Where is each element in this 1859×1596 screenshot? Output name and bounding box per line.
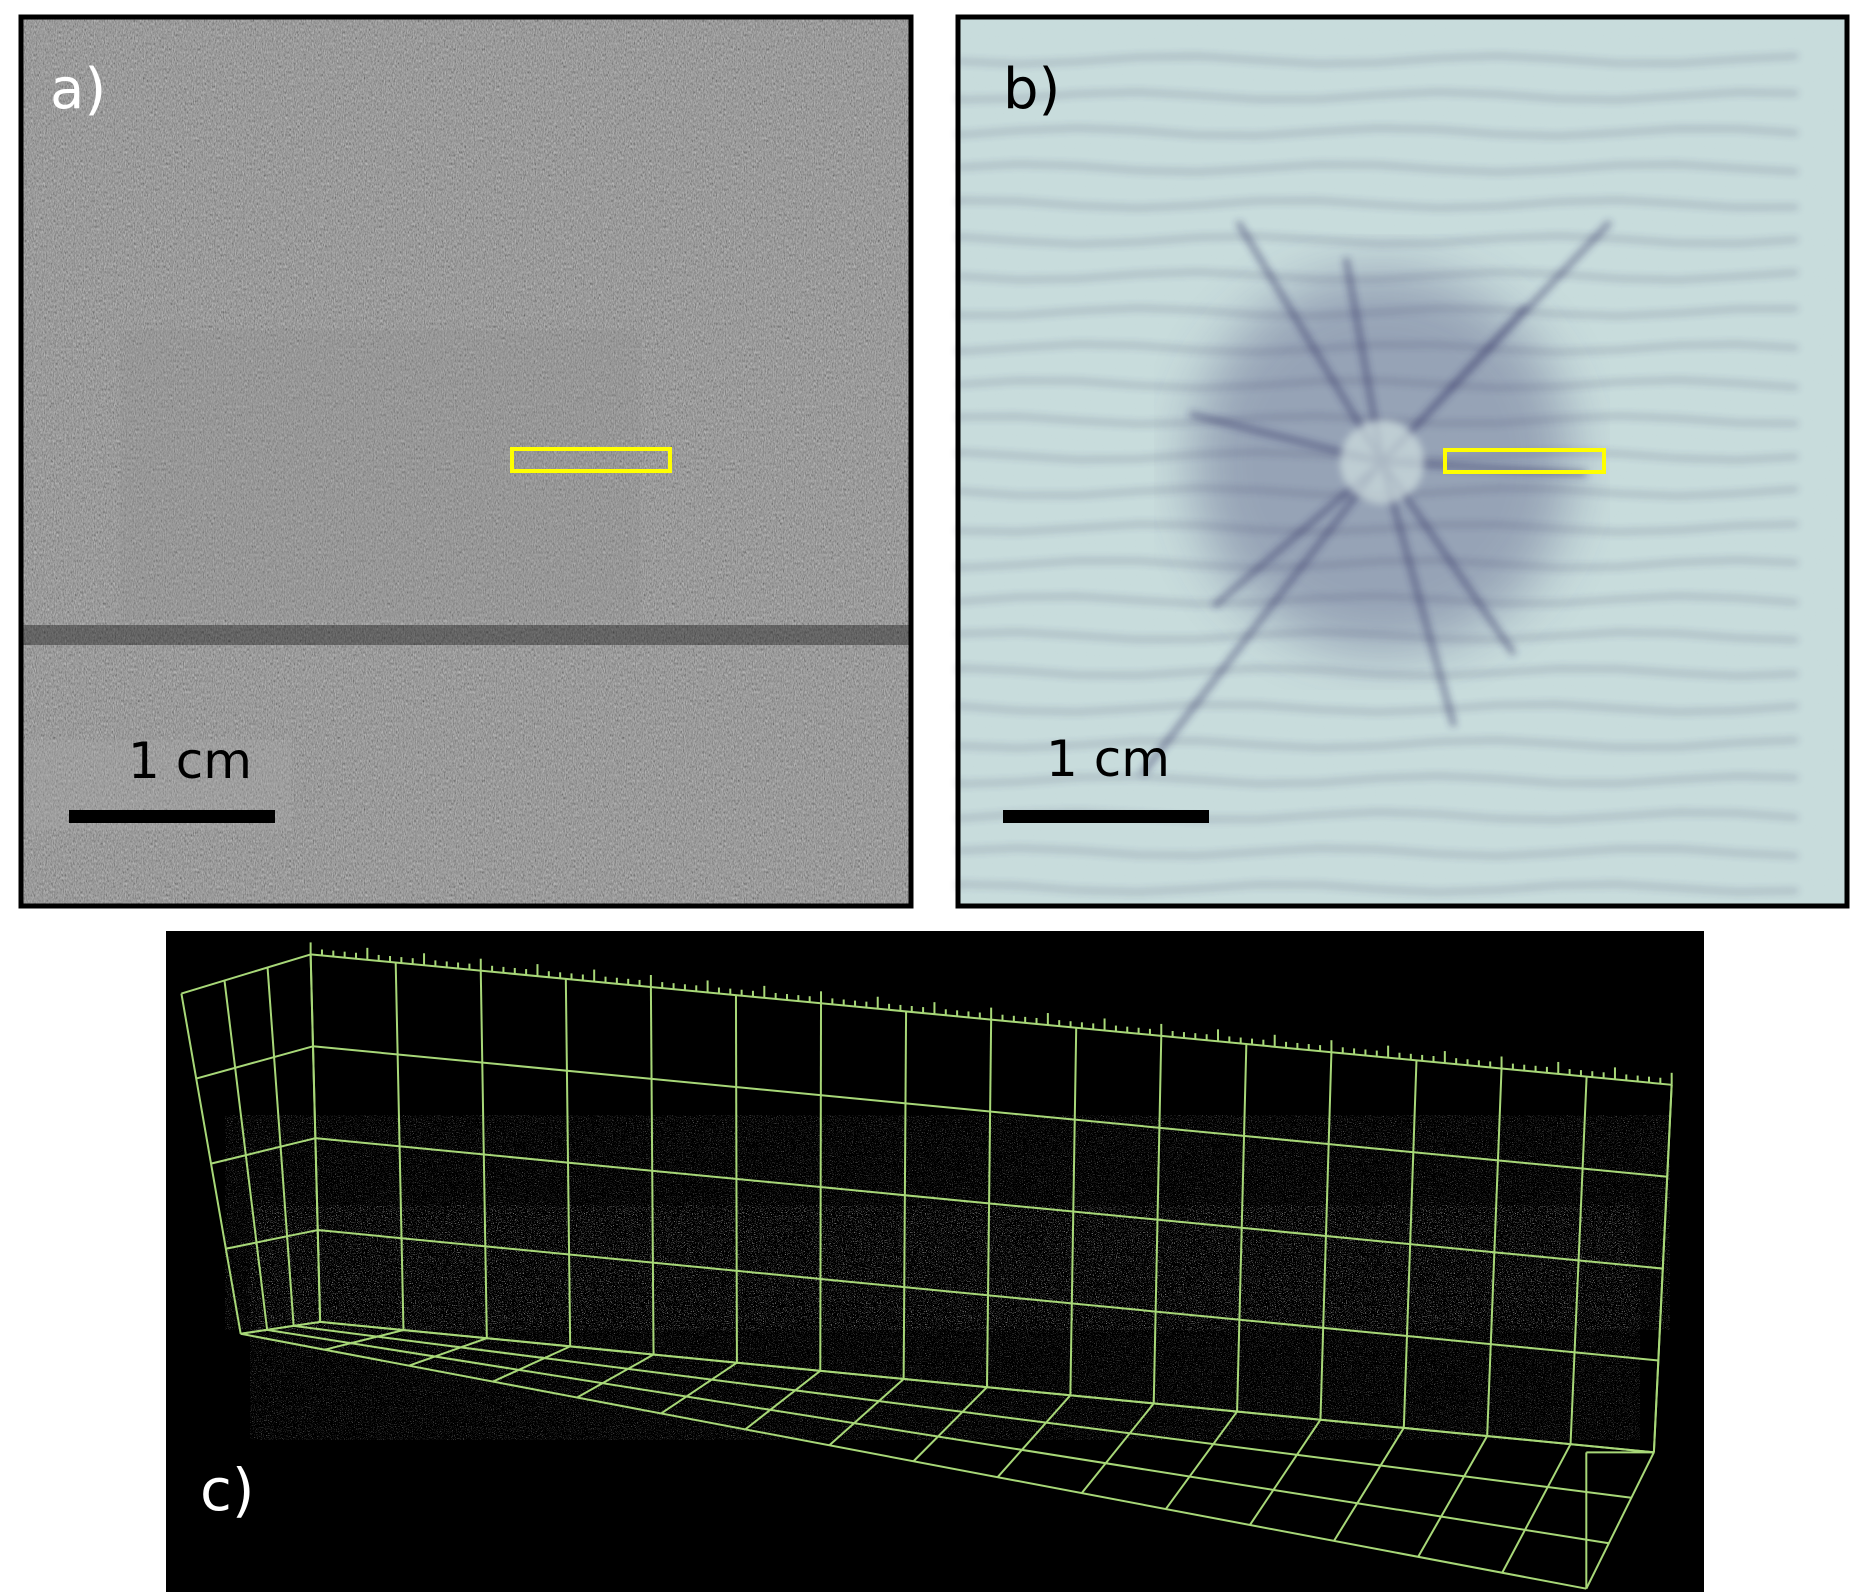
panel-label: a) [50, 57, 106, 122]
grid-line [240, 1332, 1587, 1590]
frame-b [955, 14, 1850, 909]
grid-line [266, 1328, 1609, 1545]
grid-line [225, 1229, 318, 1250]
streak [956, 738, 1799, 750]
streak [956, 198, 1799, 210]
grid-line [240, 1320, 321, 1335]
streak [956, 702, 1799, 714]
panel-label: b) [1003, 57, 1060, 122]
grid-line [576, 1353, 655, 1399]
grid-line [266, 967, 295, 1326]
roi-box [510, 447, 672, 473]
grid-line [1585, 1451, 1655, 1590]
grid-line [309, 954, 322, 1322]
grid-line [324, 1329, 404, 1351]
scale-bar-label: 1 cm [1046, 730, 1170, 788]
grid-line [312, 1045, 1668, 1178]
scale-bar [1003, 810, 1209, 823]
streak [956, 54, 1799, 66]
streak [956, 882, 1799, 894]
fiber-layer [250, 1205, 1640, 1440]
streak [956, 126, 1799, 138]
panel-label: c) [200, 1456, 255, 1524]
panel-c: c) [166, 931, 1704, 1592]
scale-bar-label: 1 cm [128, 732, 252, 790]
grid-line [1164, 1410, 1238, 1510]
grid-line [1080, 1402, 1155, 1494]
grid-line [320, 1320, 1654, 1454]
crack [1379, 461, 1457, 727]
grid-line [660, 1361, 738, 1415]
streak [956, 234, 1799, 246]
grid-line [1333, 1427, 1405, 1542]
streak [956, 774, 1799, 786]
fiber-layer [225, 1115, 1670, 1330]
streak [956, 162, 1799, 174]
grid-line [223, 980, 269, 1330]
image-a-patch [120, 330, 640, 620]
grid-line [828, 1378, 905, 1447]
crack [1235, 220, 1385, 464]
grid-line [181, 953, 311, 995]
grid-line [408, 1337, 488, 1367]
crack [1380, 220, 1612, 464]
grid-line [315, 1137, 1663, 1270]
grid-line [912, 1386, 988, 1462]
grid-line [293, 1324, 1632, 1499]
grid-line [210, 1137, 316, 1165]
scale-bar [69, 810, 275, 823]
panel-a: 1 cm a) [18, 14, 914, 909]
grid-line [996, 1394, 1072, 1478]
streak [956, 666, 1799, 678]
streak [956, 846, 1799, 858]
grid-line [744, 1370, 821, 1431]
grid-line [1652, 1084, 1673, 1453]
impact-center [1340, 420, 1424, 504]
crack [1140, 460, 1384, 776]
grid-line [1501, 1443, 1572, 1574]
grid-line [492, 1345, 571, 1383]
frame-a [18, 14, 914, 909]
streak [956, 90, 1799, 102]
grid-line [1249, 1419, 1322, 1526]
grid-line [180, 993, 242, 1334]
grid-line [195, 1045, 314, 1080]
image-a-band [21, 625, 911, 645]
bounding-grid [180, 942, 1673, 1590]
image-a-texture [21, 17, 911, 906]
grid-line [317, 1229, 1659, 1362]
roi-box [1443, 448, 1606, 474]
panel-b: 1 cm b) [955, 14, 1850, 909]
grid-line [1417, 1435, 1489, 1558]
